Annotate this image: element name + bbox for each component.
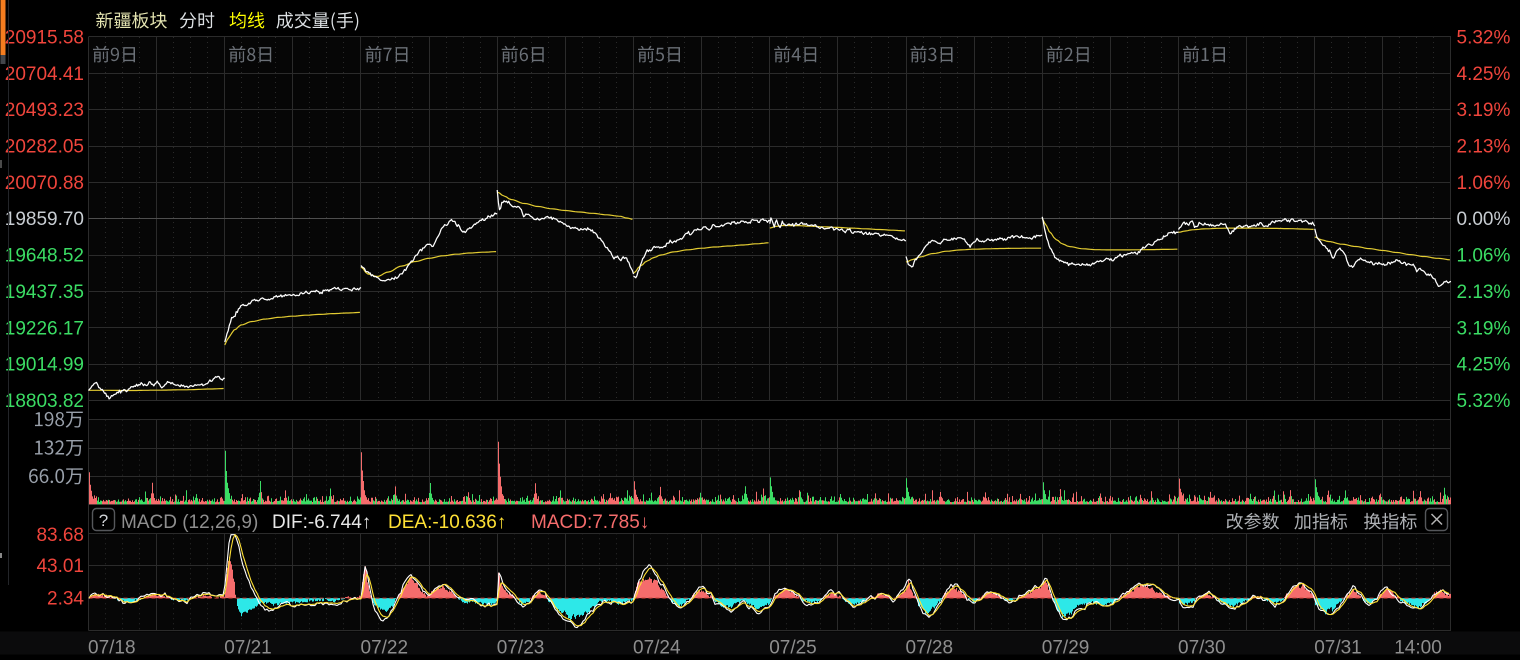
svg-text:1.06%: 1.06% (1457, 246, 1511, 267)
svg-text:5.32%: 5.32% (1457, 391, 1511, 412)
svg-text:?: ? (99, 511, 108, 530)
svg-text:20915.58: 20915.58 (5, 28, 84, 49)
svg-text:DIF:-6.744↑: DIF:-6.744↑ (272, 512, 371, 533)
svg-text:19859.70: 19859.70 (5, 209, 84, 230)
svg-text:07/31: 07/31 (1314, 638, 1362, 659)
svg-text:18803.82: 18803.82 (5, 391, 84, 412)
svg-text:20704.41: 20704.41 (5, 64, 84, 85)
svg-text:19014.99: 19014.99 (5, 355, 84, 376)
svg-text:83.68: 83.68 (36, 525, 84, 546)
svg-text:3.19%: 3.19% (1457, 318, 1511, 339)
svg-text:1.06%: 1.06% (1457, 173, 1511, 194)
svg-text:2.13%: 2.13% (1457, 282, 1511, 303)
svg-text:4.25%: 4.25% (1457, 64, 1511, 85)
svg-text:07/21: 07/21 (224, 638, 272, 659)
svg-text:07/24: 07/24 (633, 638, 681, 659)
svg-text:07/25: 07/25 (769, 638, 817, 659)
svg-text:4.25%: 4.25% (1457, 355, 1511, 376)
svg-text:20070.88: 20070.88 (5, 173, 84, 194)
svg-text:43.01: 43.01 (36, 556, 84, 577)
svg-text:19648.52: 19648.52 (5, 246, 84, 267)
svg-text:3.19%: 3.19% (1457, 100, 1511, 121)
svg-text:2.13%: 2.13% (1457, 137, 1511, 158)
svg-text:14:00: 14:00 (1394, 638, 1442, 659)
svg-text:2.34: 2.34 (47, 589, 84, 610)
svg-text:DEA:-10.636↑: DEA:-10.636↑ (388, 512, 506, 533)
svg-text:07/23: 07/23 (497, 638, 545, 659)
svg-text:19226.17: 19226.17 (5, 318, 84, 339)
svg-text:07/22: 07/22 (361, 638, 409, 659)
svg-text:07/18: 07/18 (88, 638, 136, 659)
svg-text:19437.35: 19437.35 (5, 282, 84, 303)
svg-text:5.32%: 5.32% (1457, 28, 1511, 49)
svg-text:20493.23: 20493.23 (5, 100, 84, 121)
svg-text:0.00%: 0.00% (1457, 209, 1511, 230)
svg-text:20282.05: 20282.05 (5, 137, 84, 158)
svg-text:MACD:7.785↓: MACD:7.785↓ (531, 512, 649, 533)
svg-text:MACD (12,26,9): MACD (12,26,9) (121, 512, 258, 533)
svg-text:07/28: 07/28 (906, 638, 954, 659)
svg-text:07/30: 07/30 (1178, 638, 1226, 659)
svg-text:07/29: 07/29 (1042, 638, 1090, 659)
